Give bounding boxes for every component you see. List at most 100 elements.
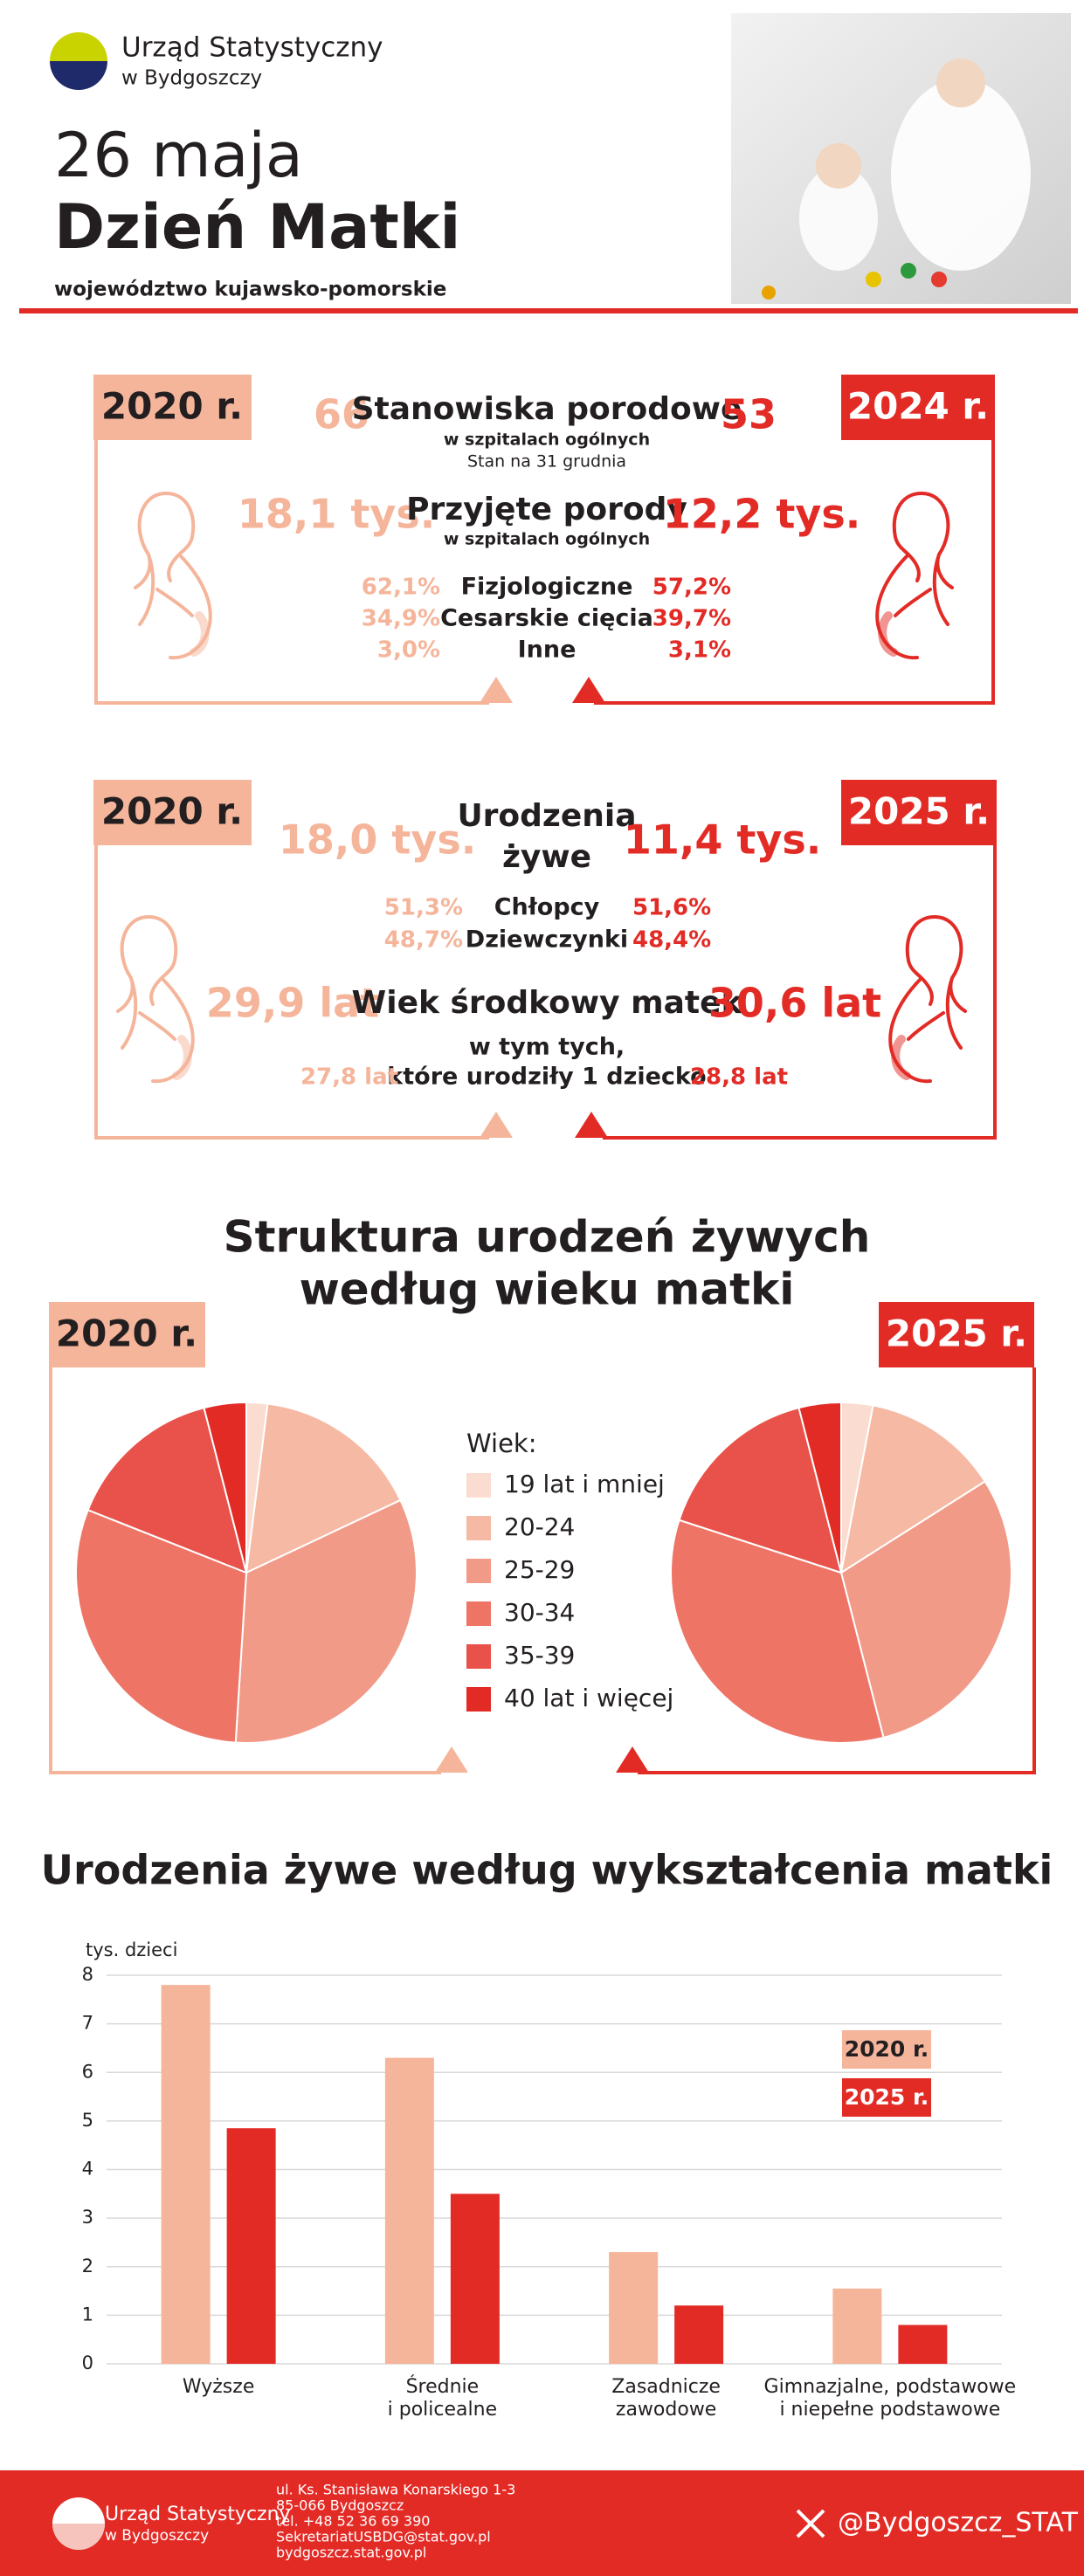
year-label: 2020 r.	[101, 385, 243, 428]
frame-pointer	[575, 1112, 608, 1138]
year-box	[879, 1302, 1034, 1367]
label: Wiek środkowy matek	[352, 985, 743, 1021]
label: Przyjęte porody	[406, 492, 687, 527]
note: w szpitalach ogólnych	[444, 430, 650, 450]
x-tick-label: Gimnazjalne, podstawowe	[764, 2376, 1017, 2398]
y-tick-label: 7	[82, 2013, 93, 2034]
value-right: 57,2%	[652, 575, 731, 601]
woman-icon	[135, 493, 211, 658]
frame	[49, 440, 1036, 1774]
legend-swatch	[466, 1516, 491, 1540]
section-title: Struktura urodzeń żywych	[224, 1212, 871, 1263]
photo-figure	[816, 143, 861, 189]
footer-band	[0, 2470, 1084, 2576]
legend-label: 2025 r.	[845, 2084, 929, 2110]
woman-icon	[877, 493, 952, 658]
legend-label: 40 lat i więcej	[504, 1684, 673, 1712]
legend-box	[842, 2030, 931, 2069]
woman-icon	[118, 917, 193, 1081]
pie-slice	[75, 1508, 248, 1744]
chart-title: Urodzenia żywe według wykształcenia matk…	[41, 1847, 1053, 1894]
year-label: 2024 r.	[847, 385, 989, 428]
legend-swatch	[466, 1644, 491, 1669]
x-icon	[796, 2509, 825, 2538]
year-box	[841, 375, 995, 440]
institution: Urząd Statystyczny	[105, 2504, 291, 2525]
pie-slice	[86, 1406, 248, 1574]
value-left: 51,3%	[384, 895, 463, 921]
y-tick-label: 0	[82, 2352, 93, 2373]
bar	[384, 2057, 434, 2364]
value-left: 3,0%	[377, 637, 440, 664]
label: Cesarskie cięcia	[440, 605, 653, 632]
label: żywe	[502, 839, 591, 875]
bar	[832, 2288, 882, 2364]
institution: Urząd Statystyczny	[121, 32, 383, 64]
bar	[161, 1985, 211, 2364]
year-box	[841, 780, 997, 845]
frame-pointer	[616, 1746, 649, 1773]
label: Dziewczynki	[466, 926, 628, 954]
pie-slice	[839, 1404, 987, 1575]
legend-label: 25-29	[504, 1555, 575, 1584]
legend-box	[842, 2078, 931, 2117]
legend-swatch	[466, 1559, 491, 1583]
institution-city: w Bydgoszczy	[105, 2527, 209, 2545]
y-tick-label: 8	[82, 1964, 93, 1985]
photo-toy	[866, 272, 881, 287]
date: 26 maja	[54, 120, 303, 191]
x-tick-label: Wyższe	[183, 2376, 254, 2398]
value-left: 62,1%	[362, 575, 440, 601]
address-line: SekretariatUSBDG@stat.gov.pl	[276, 2529, 491, 2545]
year-box	[49, 1302, 205, 1367]
footer-logo	[52, 2524, 105, 2550]
y-tick-label: 1	[82, 2304, 93, 2325]
legend-label: 20-24	[504, 1512, 575, 1541]
label: Fizjologiczne	[461, 574, 633, 601]
value-left: 27,8 lat	[300, 1064, 398, 1091]
photo-toy	[762, 286, 776, 300]
legend-label: 30-34	[504, 1598, 575, 1627]
pie-slice	[839, 1480, 1012, 1739]
note: w szpitalach ogólnych	[444, 530, 650, 549]
title: Dzień Matki	[54, 191, 460, 263]
year-label: 2020 r.	[56, 1312, 197, 1355]
frame-pointer	[572, 677, 605, 703]
region: województwo kujawsko-pomorskie	[54, 279, 446, 301]
legend-swatch	[466, 1687, 491, 1712]
x-tick-label: Zasadnicze	[611, 2376, 721, 2398]
header-rule	[19, 308, 1078, 313]
y-tick-label: 4	[82, 2159, 93, 2180]
label: Chłopcy	[494, 894, 600, 921]
legend-swatch	[466, 1601, 491, 1626]
frame-pointer	[435, 1746, 468, 1773]
pie-slice	[670, 1519, 885, 1744]
year-label: 2020 r.	[101, 790, 243, 833]
year-box	[93, 780, 252, 845]
year-label: 2025 r.	[886, 1312, 1027, 1355]
frame-pointer	[480, 677, 513, 703]
y-tick-label: 2	[82, 2256, 93, 2276]
x-tick-label: i policealne	[388, 2399, 497, 2421]
value-left: 34,9%	[362, 606, 440, 632]
legend-title: Wiek:	[466, 1429, 537, 1458]
pie-slice	[797, 1401, 842, 1574]
bar	[674, 2305, 724, 2364]
value-right: 11,4 tys.	[624, 816, 821, 864]
address-line: bydgoszcz.stat.gov.pl	[276, 2545, 426, 2561]
y-tick-label: 5	[82, 2110, 93, 2131]
label: które urodziły 1 dziecko	[387, 1064, 706, 1091]
value-right: 30,6 lat	[708, 980, 881, 1027]
legend-label: 35-39	[504, 1641, 575, 1670]
social-handle: @Bydgoszcz_STAT	[838, 2508, 1079, 2538]
x-tick-label: i niepełne podstawowe	[779, 2399, 1000, 2421]
photo-figure	[936, 59, 985, 107]
label: Inne	[518, 637, 577, 664]
institution-city: w Bydgoszczy	[121, 67, 262, 90]
logo-top	[50, 32, 107, 61]
label: w tym tych,	[469, 1034, 625, 1061]
bar	[450, 2194, 500, 2364]
y-tick-label: 3	[82, 2207, 93, 2228]
x-tick-label: Średnie	[406, 2375, 480, 2398]
